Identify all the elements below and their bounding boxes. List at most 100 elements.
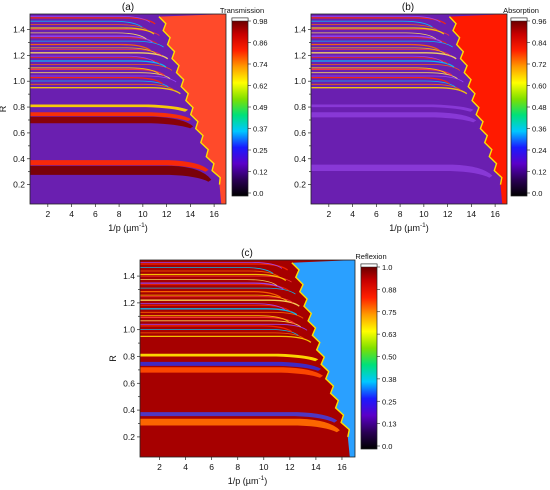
mode-line: [140, 311, 304, 319]
mode-line: [311, 75, 464, 83]
mode-line: [30, 47, 157, 55]
x-tick-label: 2: [157, 462, 162, 472]
mode-line: [140, 308, 298, 316]
colorbar-title: Transmission: [220, 6, 264, 15]
band-4: [30, 112, 192, 122]
colorbar-tick-label: 0.75: [382, 308, 397, 317]
band-4: [140, 361, 322, 371]
mode-line: [30, 15, 151, 23]
colorbar-title: Reflexion: [355, 252, 386, 261]
x-tick-label: 8: [117, 209, 122, 219]
x-tick-label: 4: [350, 209, 355, 219]
y-tick-label: 1.2: [294, 50, 306, 60]
x-tick-label: 16: [209, 209, 219, 219]
band-3: [30, 116, 194, 129]
colorbar-tick-label: 0.84: [532, 39, 547, 48]
colorbar-tick-label: 0.48: [532, 103, 547, 112]
colorbar-title: Absorption: [503, 6, 539, 15]
x-tick-label: 12: [285, 462, 295, 472]
edge-line: [448, 16, 503, 185]
mode-line: [311, 64, 461, 71]
y-tick-label: 1.4: [123, 271, 135, 281]
colorbar-top-cap: [510, 17, 528, 22]
y-tick-label: 1.2: [123, 298, 135, 308]
colorbar-tick-label: 1.0: [382, 263, 392, 272]
y-tick-label: 1.4: [294, 25, 306, 35]
mode-line: [30, 43, 151, 52]
colorbar-tick-label: 0.25: [382, 397, 397, 406]
colorbar-top-cap: [360, 263, 378, 268]
band-5: [140, 353, 319, 362]
band-1: [311, 164, 493, 178]
edge-line: [158, 16, 221, 185]
y-tick-label: 0.6: [294, 128, 306, 138]
mode-line: [311, 35, 443, 43]
mode-line: [140, 299, 300, 307]
mode-line: [140, 329, 299, 336]
x-tick-label: 14: [186, 209, 196, 219]
y-tick-label: 1.0: [13, 76, 25, 86]
mode-line: [311, 27, 445, 35]
y-tick-label: 1.0: [123, 325, 135, 335]
band-3: [140, 367, 324, 378]
colorbar-tick-label: 0.0: [253, 189, 263, 198]
colorbar-top-cap: [231, 17, 249, 22]
plot-frame: [139, 259, 356, 458]
colorbar-tick-label: 0.60: [532, 82, 547, 91]
x-tick-label: 8: [398, 209, 403, 219]
colorbar-tick-label: 0.72: [532, 60, 547, 69]
mode-line: [30, 40, 164, 48]
mode-line: [30, 83, 175, 91]
mode-line: [311, 43, 440, 52]
mode-line: [311, 47, 446, 55]
y-tick-label: 0.8: [123, 351, 135, 361]
mode-line: [30, 80, 169, 88]
colorbar-tick-label: 0.0: [532, 189, 542, 198]
mode-line: [311, 60, 455, 68]
y-tick-label: 0.2: [294, 180, 306, 190]
y-axis-label: R: [108, 355, 118, 362]
mode-line: [311, 20, 433, 28]
y-tick-label: 0.4: [294, 154, 306, 164]
colorbar-tick-label: 0.37: [253, 125, 268, 134]
band-1: [30, 165, 212, 182]
x-tick-label: 14: [311, 462, 321, 472]
y-tick-label: 0.8: [294, 102, 306, 112]
y-tick-label: 1.0: [294, 76, 306, 86]
mode-line: [30, 52, 169, 60]
mode-line: [140, 323, 308, 331]
mode-line: [30, 75, 177, 83]
mode-line: [311, 57, 449, 65]
x-tick-label: 10: [419, 209, 429, 219]
colorbar-tick-label: 0.50: [382, 353, 397, 362]
y-tick-label: 0.2: [13, 180, 25, 190]
x-tick-label: 4: [69, 209, 74, 219]
colorbar-tick-label: 0.36: [532, 125, 547, 134]
mode-line: [311, 52, 457, 60]
colorbar-tick-label: 0.63: [382, 330, 397, 339]
colorbar: [510, 17, 528, 197]
x-tick-label: 4: [183, 462, 188, 472]
x-tick-label: 10: [259, 462, 269, 472]
plot-frame: [29, 13, 227, 205]
colorbar-tick-label: 0.13: [382, 420, 397, 429]
mode-line: [30, 32, 147, 40]
mode-line: [311, 67, 447, 75]
band-2: [140, 412, 338, 423]
mode-line: [140, 320, 301, 328]
band-2: [30, 160, 209, 172]
colorbar-tick-label: 0.12: [253, 168, 268, 177]
x-tick-label: 6: [209, 462, 214, 472]
mode-line: [140, 287, 296, 295]
plot-area: [140, 260, 355, 457]
mode-line: [311, 80, 456, 88]
mode-line: [311, 87, 468, 95]
x-axis-label: 1/p (µm-1): [228, 475, 267, 486]
x-tick-label: 12: [162, 209, 172, 219]
mode-line: [30, 27, 155, 35]
colorbar-tick-label: 0.12: [532, 168, 547, 177]
mode-line: [30, 55, 155, 63]
x-axis-label: 1/p (µm-1): [108, 222, 147, 233]
colorbar-tick-label: 0.88: [382, 285, 397, 294]
mode-line: [30, 64, 173, 71]
